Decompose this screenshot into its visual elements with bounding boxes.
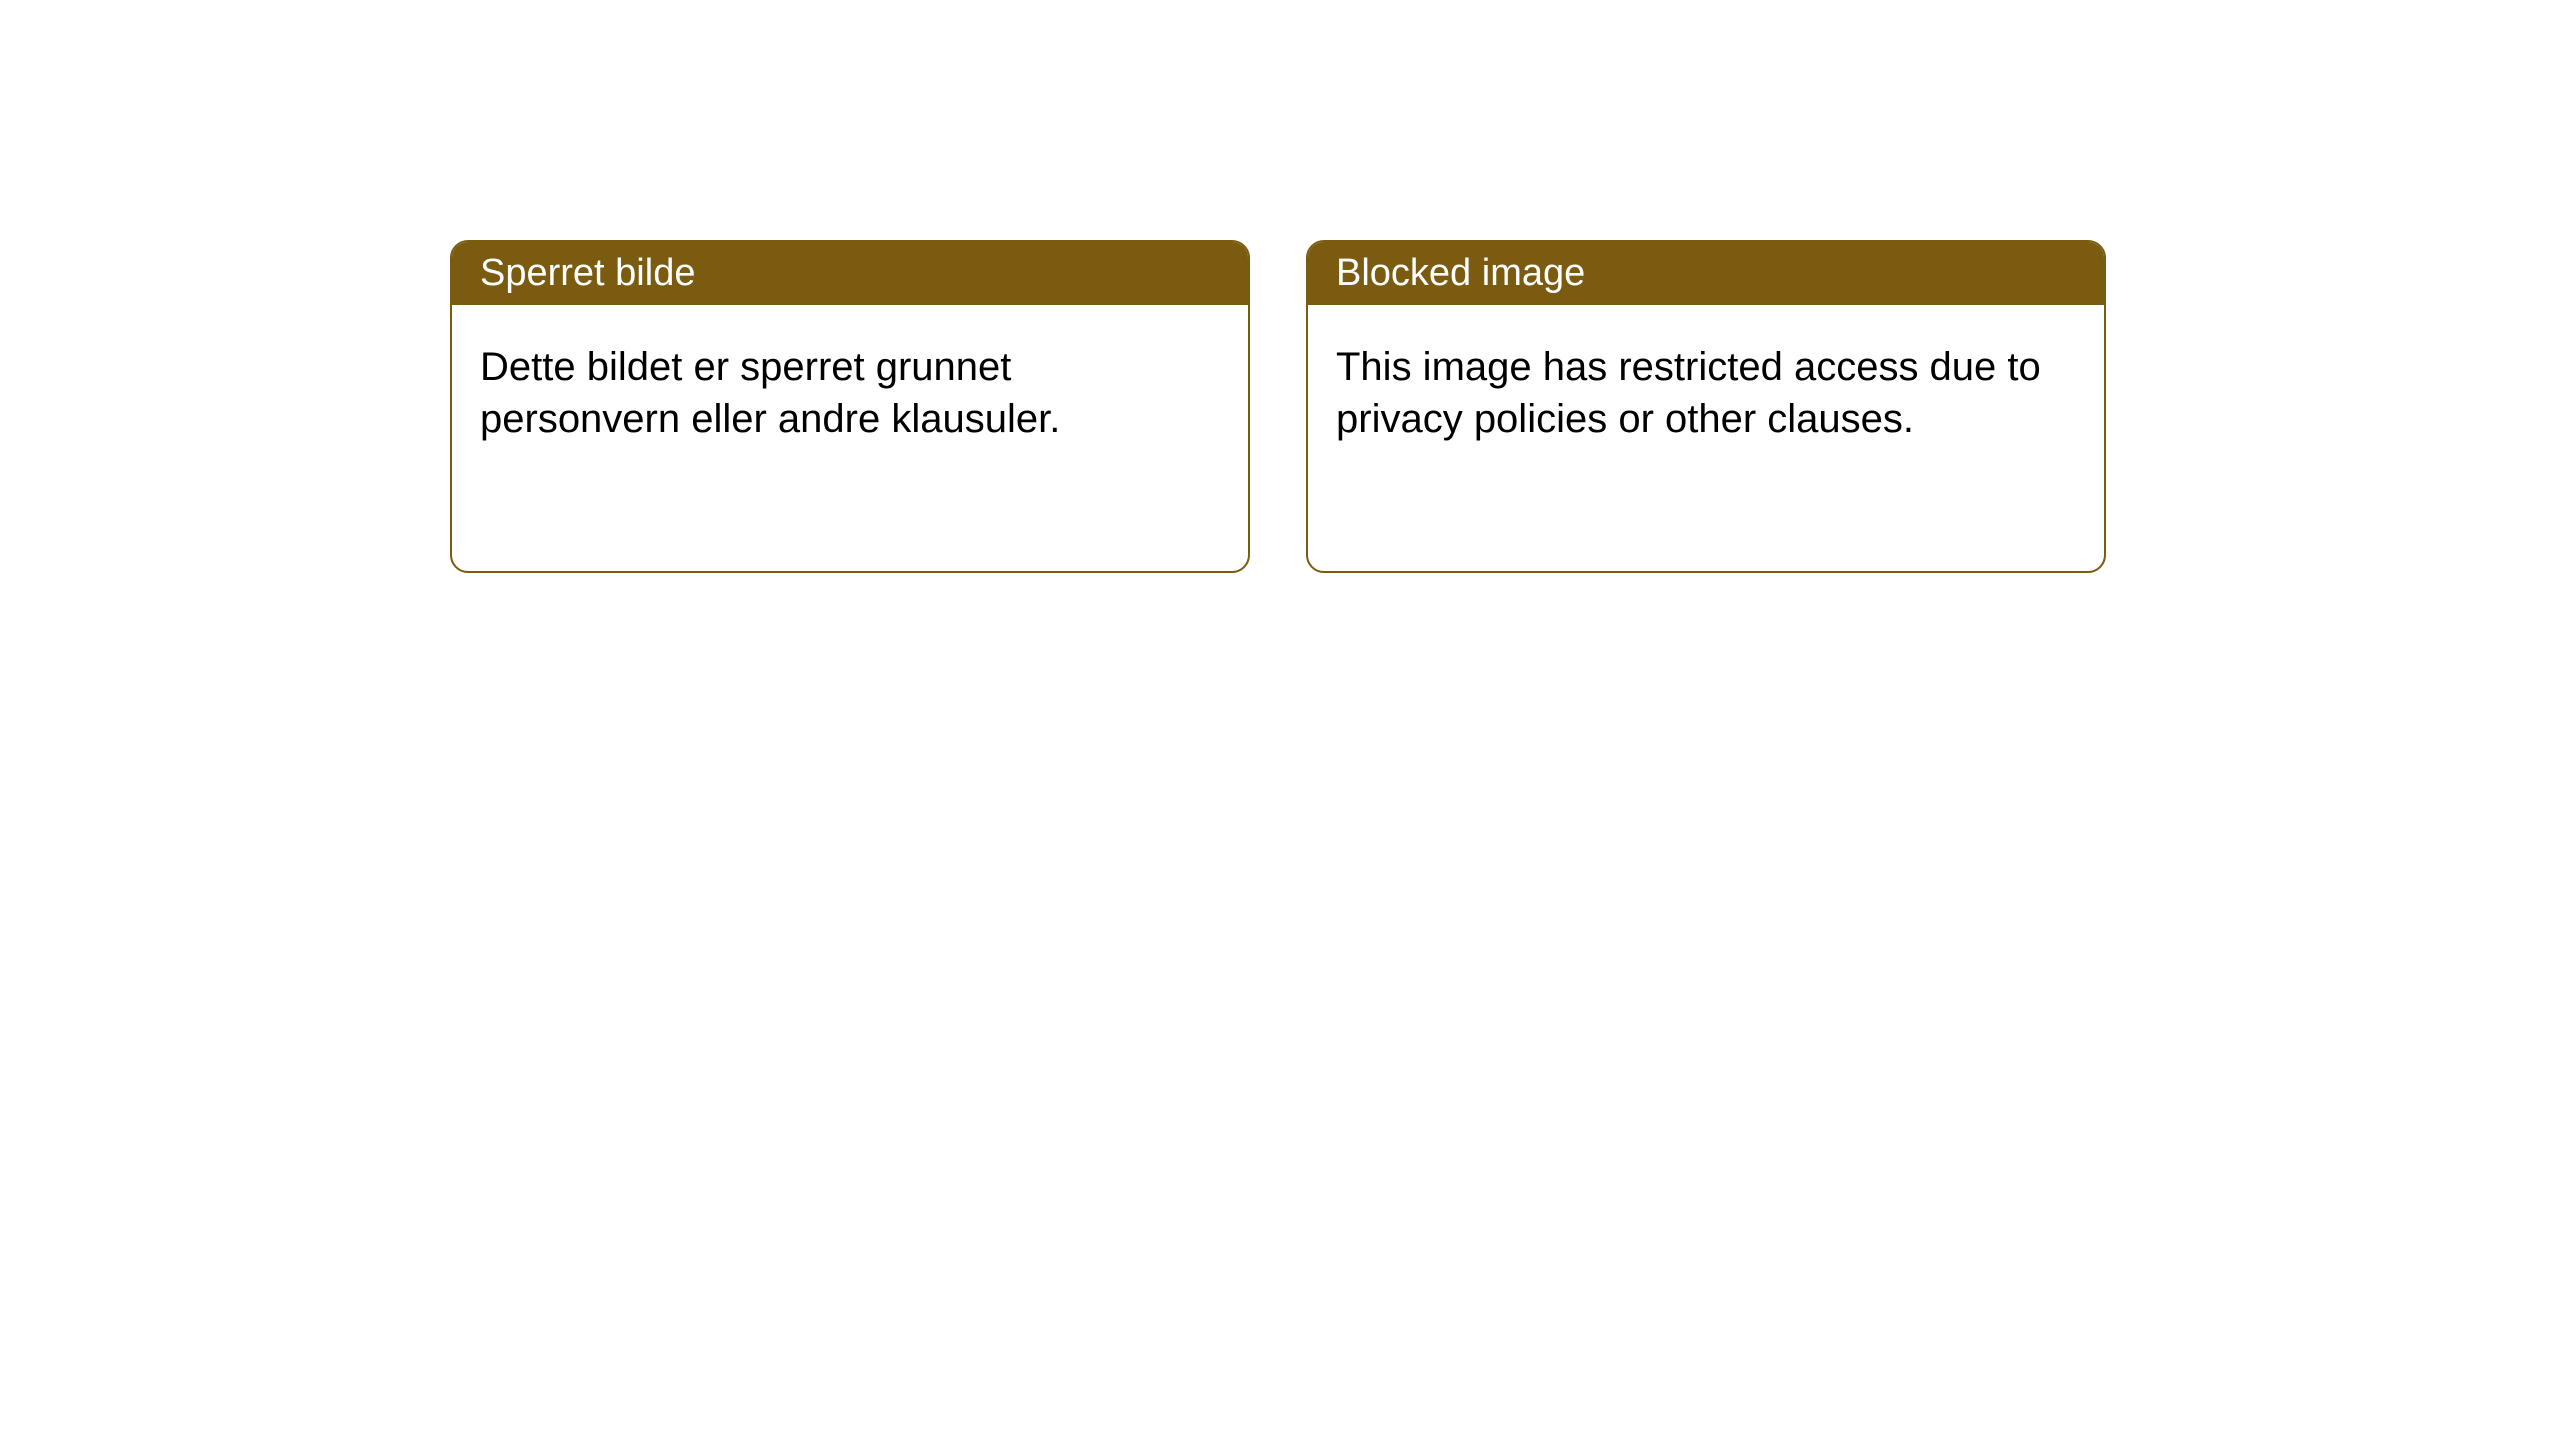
- notice-body: Dette bildet er sperret grunnet personve…: [452, 305, 1248, 481]
- notice-header: Blocked image: [1308, 242, 2104, 305]
- notice-card-english: Blocked image This image has restricted …: [1306, 240, 2106, 573]
- notice-card-norwegian: Sperret bilde Dette bildet er sperret gr…: [450, 240, 1250, 573]
- notice-container: Sperret bilde Dette bildet er sperret gr…: [450, 240, 2106, 573]
- notice-body: This image has restricted access due to …: [1308, 305, 2104, 481]
- notice-header: Sperret bilde: [452, 242, 1248, 305]
